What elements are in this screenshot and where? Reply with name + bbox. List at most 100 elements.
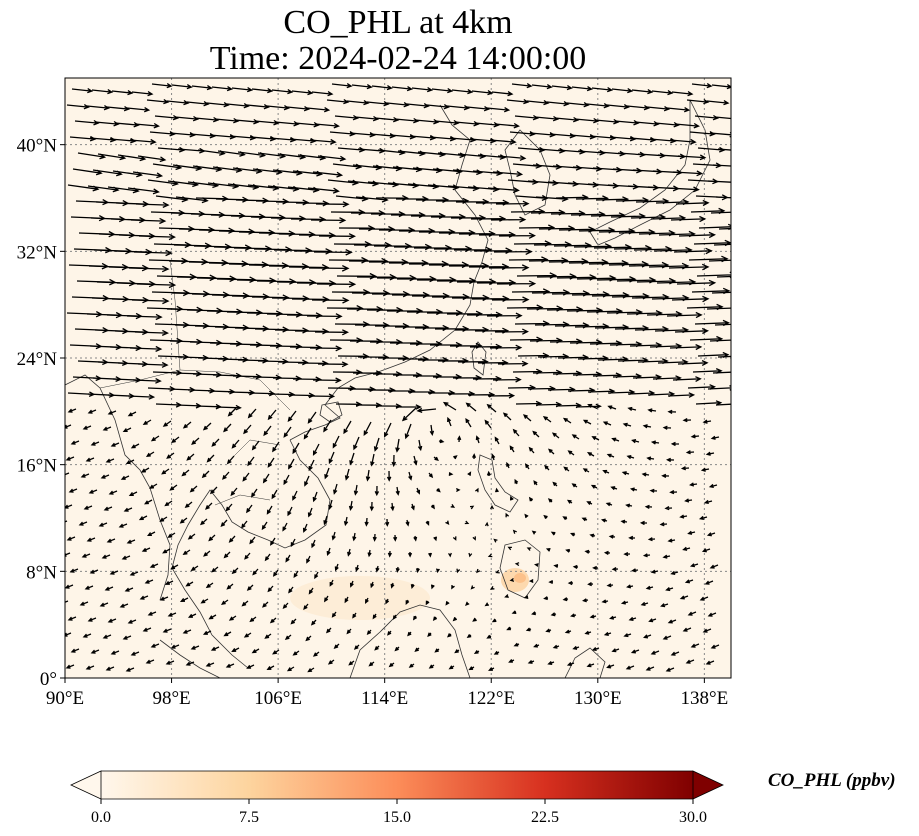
wind-arrow xyxy=(531,84,553,90)
wind-arrow xyxy=(468,666,475,671)
wind-arrow xyxy=(130,443,140,449)
wind-arrow xyxy=(276,279,317,286)
wind-arrow xyxy=(569,532,576,537)
wind-arrow xyxy=(387,182,420,189)
wind-arrow xyxy=(149,563,159,568)
wind-arrow xyxy=(200,598,209,604)
wind-arrow xyxy=(586,103,610,109)
wind-arrow xyxy=(494,328,529,335)
colorbar-tick-label: 22.5 xyxy=(531,809,559,826)
wind-arrow xyxy=(331,611,337,618)
wind-arrow xyxy=(490,504,494,510)
wind-arrow xyxy=(522,414,532,422)
wind-arrow xyxy=(134,329,169,336)
wind-arrow xyxy=(209,133,237,140)
wind-arrow xyxy=(261,521,268,531)
wind-arrow xyxy=(671,295,710,303)
wind-arrow xyxy=(451,294,490,302)
lon-tick-label: 114°E xyxy=(361,688,408,709)
wind-arrow xyxy=(306,313,343,320)
wind-arrow xyxy=(80,473,90,478)
wind-arrow xyxy=(312,491,318,503)
wind-arrow xyxy=(428,664,435,669)
wind-arrow xyxy=(291,90,314,96)
wind-arrow xyxy=(266,105,290,111)
wind-arrow xyxy=(266,505,273,515)
wind-arrow xyxy=(621,471,630,476)
wind-arrow xyxy=(68,488,78,493)
wind-arrow xyxy=(88,489,98,494)
wind-arrow xyxy=(105,666,115,671)
wind-arrow xyxy=(394,646,400,652)
coastline-borneo xyxy=(349,604,471,678)
wind-arrow xyxy=(706,307,731,310)
wind-arrow xyxy=(310,619,317,626)
wind-arrow xyxy=(582,468,590,473)
wind-arrow xyxy=(108,490,118,495)
wind-arrow xyxy=(408,551,413,558)
wind-arrow xyxy=(274,120,300,127)
wind-arrow xyxy=(415,567,420,574)
wind-arrow xyxy=(631,438,640,444)
wind-arrow xyxy=(104,586,114,591)
wind-arrow xyxy=(312,171,344,178)
wind-arrow xyxy=(465,417,472,428)
wind-arrow xyxy=(386,470,392,482)
wind-arrow xyxy=(194,116,220,123)
wind-arrow xyxy=(346,306,384,313)
wind-arrow xyxy=(181,469,190,477)
wind-arrow xyxy=(229,134,257,141)
wind-arrow xyxy=(356,273,397,281)
wind-arrow xyxy=(154,114,180,121)
wind-arrow xyxy=(493,538,498,543)
colorbar-tick-label: 30.0 xyxy=(679,809,707,826)
wind-arrow xyxy=(472,536,476,541)
wind-arrow xyxy=(146,99,170,105)
wind-arrow xyxy=(446,105,470,111)
wind-arrow xyxy=(631,89,654,95)
wind-arrow xyxy=(661,473,670,478)
wind-arrow xyxy=(270,215,307,222)
wind-arrow xyxy=(365,597,369,604)
wind-arrow xyxy=(592,565,599,570)
wind-arrow xyxy=(495,569,500,574)
wind-arrow xyxy=(470,585,475,590)
wind-arrow xyxy=(222,471,230,480)
wind-arrow xyxy=(331,289,371,296)
wind-arrow xyxy=(283,426,292,438)
wind-arrow xyxy=(571,434,580,440)
wind-arrow xyxy=(670,441,680,447)
wind-arrow xyxy=(677,154,707,161)
wind-arrow xyxy=(391,454,397,468)
wind-arrow xyxy=(452,616,458,622)
wind-arrow xyxy=(702,628,712,633)
wind-arrow xyxy=(82,425,92,430)
wind-arrow xyxy=(127,187,160,195)
wind-arrow xyxy=(174,115,200,122)
wind-arrow xyxy=(294,328,330,335)
wind-arrow xyxy=(243,632,252,638)
wind-arrow xyxy=(682,418,692,423)
wind-arrow xyxy=(406,103,430,109)
wind-arrow xyxy=(142,627,152,632)
wind-arrow xyxy=(128,491,138,496)
wind-arrow xyxy=(231,647,240,652)
wind-arrow xyxy=(358,225,396,233)
wind-arrow xyxy=(431,88,454,94)
wind-arrow xyxy=(190,645,200,650)
wind-arrow xyxy=(523,595,529,600)
wind-arrow xyxy=(487,187,520,194)
wind-arrow xyxy=(484,521,489,527)
wind-arrow xyxy=(467,471,472,476)
wind-arrow xyxy=(348,500,354,511)
wind-arrow xyxy=(290,216,327,223)
wind-arrow xyxy=(70,440,80,445)
wind-arrow xyxy=(712,371,731,374)
chart-time-subtitle: Time: 2024-02-24 14:00:00 xyxy=(209,40,587,77)
wind-arrow xyxy=(328,451,335,465)
wind-arrow xyxy=(226,455,235,465)
wind-arrow xyxy=(347,386,376,393)
wind-arrow xyxy=(124,587,134,592)
wind-arrow xyxy=(674,122,700,129)
wind-arrow xyxy=(314,571,319,580)
